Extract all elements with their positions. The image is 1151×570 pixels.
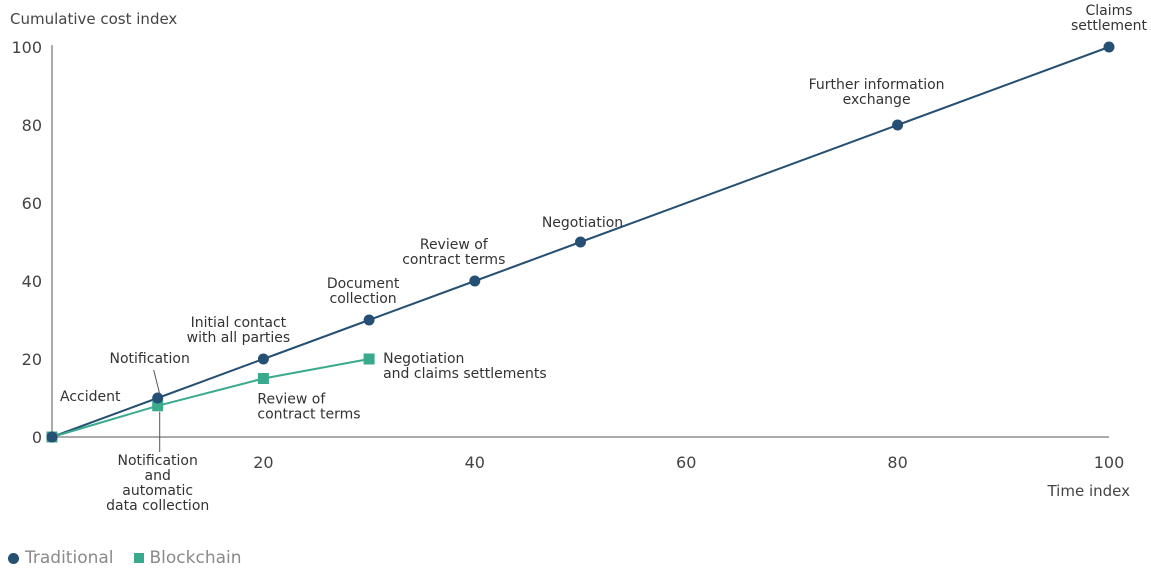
point-label: Negotiation and claims settlements xyxy=(383,351,547,382)
x-axis-title: Time index xyxy=(1046,482,1130,500)
notification-leader-line xyxy=(153,369,161,395)
point-label: Document collection xyxy=(327,276,400,307)
x-tick-label: 60 xyxy=(676,453,696,472)
y-tick-label: 60 xyxy=(22,194,42,213)
x-tick-label: 40 xyxy=(465,453,485,472)
legend-blockchain-label: Blockchain xyxy=(149,548,242,568)
traditional-point xyxy=(46,431,58,443)
legend-blockchain-square-icon xyxy=(133,553,144,563)
traditional-point xyxy=(152,392,164,404)
x-tick-label: 80 xyxy=(887,453,907,472)
x-tick-label: 100 xyxy=(1094,453,1125,472)
point-label: Accident xyxy=(60,389,121,405)
traditional-point xyxy=(575,236,586,248)
legend-traditional-label: Traditional xyxy=(25,548,114,568)
point-label: Claims settlement xyxy=(1071,3,1148,34)
traditional-point xyxy=(363,314,375,326)
point-label: Review of contract terms xyxy=(402,237,505,268)
point-label: Review of contract terms xyxy=(257,392,360,423)
series-line-blockchain xyxy=(51,358,370,438)
y-tick-label: 80 xyxy=(22,116,42,135)
point-label: Initial contact with all parties xyxy=(187,315,290,346)
blockchain-point xyxy=(257,373,269,384)
series-line-traditional xyxy=(51,46,1110,438)
y-tick-label: 20 xyxy=(22,350,42,369)
point-label: Negotiation xyxy=(542,215,623,231)
traditional-point xyxy=(469,275,481,287)
point-label: Notification xyxy=(110,351,190,367)
legend-traditional-dot-icon xyxy=(8,552,19,564)
legend: Traditional Blockchain xyxy=(8,548,242,568)
traditional-point xyxy=(1103,41,1115,53)
y-tick-label: 40 xyxy=(22,272,42,291)
y-axis-title: Cumulative cost index xyxy=(10,10,177,28)
y-tick-label: 100 xyxy=(11,38,42,57)
point-label: Notification and automatic data collection xyxy=(106,453,209,514)
traditional-point xyxy=(257,353,269,365)
cost-index-chart: Cumulative cost index Time index 0 20 40 60… xyxy=(10,3,1148,514)
y-tick-label: 0 xyxy=(32,428,42,447)
traditional-point xyxy=(892,119,904,131)
point-label: Further information exchange xyxy=(809,77,945,108)
blockchain-point xyxy=(363,353,375,365)
blockchain-point xyxy=(152,400,164,412)
x-tick-label: 20 xyxy=(253,453,273,472)
